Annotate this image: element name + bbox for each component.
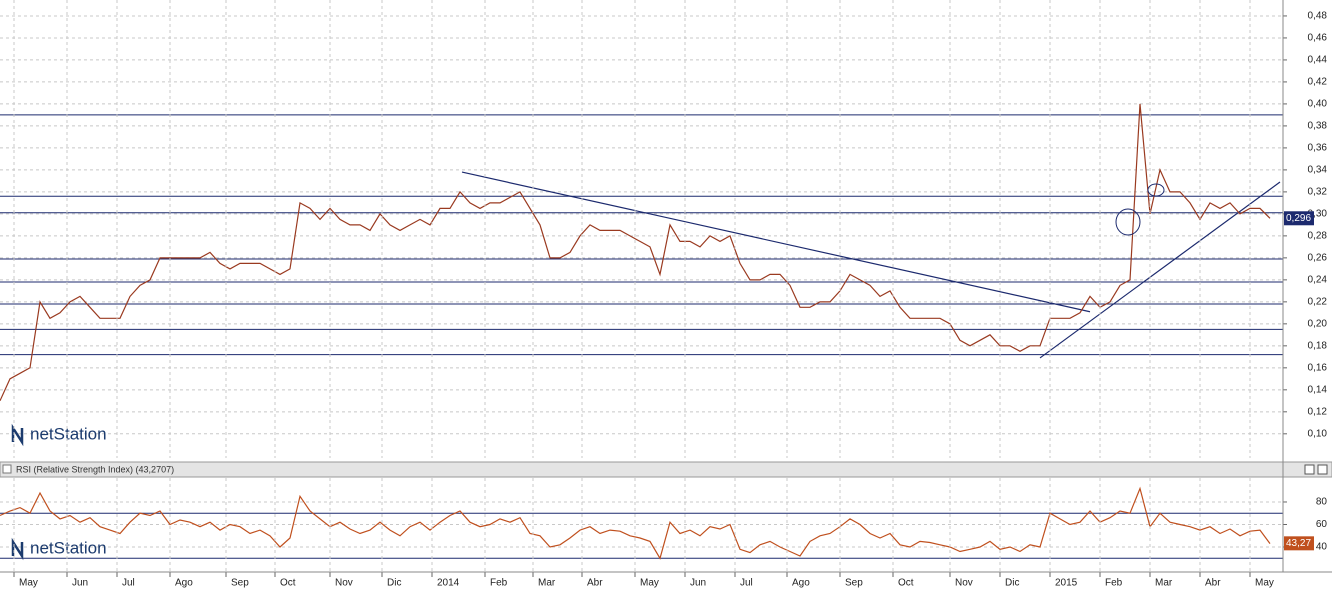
x-tick-label: Jul [740, 578, 753, 589]
x-tick-label: Sep [231, 578, 249, 589]
y-tick-label: 0,46 [1308, 33, 1328, 44]
trend-line [461, 171, 1091, 313]
y-tick-label: 0,42 [1308, 77, 1328, 88]
logo-icon [11, 537, 24, 561]
y-tick-label: 0,12 [1308, 406, 1328, 417]
y-tick-label: 0,14 [1308, 384, 1328, 395]
y-tick-label: 0,24 [1308, 274, 1328, 285]
y-tick-label: 40 [1316, 542, 1328, 553]
y-tick-label: 0,30 [1308, 209, 1328, 220]
close-button[interactable] [1317, 464, 1328, 475]
x-tick-label: Oct [280, 578, 296, 589]
watermark: netStation [30, 424, 107, 443]
x-tick-label: Mar [1155, 578, 1173, 589]
y-tick-label: 0,48 [1308, 11, 1328, 22]
rsi-header [0, 461, 1332, 478]
y-tick-label: 0,28 [1308, 231, 1328, 242]
series-line [0, 486, 1271, 560]
x-tick-label: 2015 [1055, 578, 1078, 589]
last-value-label: 43,27 [1286, 538, 1311, 549]
y-tick-label: 0,44 [1308, 55, 1328, 66]
last-value-box [1284, 536, 1314, 551]
last-value-label: 0,296 [1286, 213, 1311, 224]
maximize-button[interactable] [1304, 464, 1315, 475]
x-tick-label: Oct [898, 578, 914, 589]
x-tick-label: Feb [490, 578, 508, 589]
rsi-title: RSI (Relative Strength Index) (43,2707) [16, 464, 174, 474]
y-tick-label: 0,32 [1308, 187, 1328, 198]
x-tick-label: Abr [587, 578, 603, 589]
y-tick-label: 80 [1316, 497, 1328, 508]
y-tick-label: 0,36 [1308, 143, 1328, 154]
x-tick-label: Feb [1105, 578, 1123, 589]
x-tick-label: Jun [690, 578, 706, 589]
y-tick-label: 0,22 [1308, 296, 1328, 307]
trend-line [1039, 181, 1281, 359]
y-tick-label: 0,34 [1308, 165, 1328, 176]
drawn-ellipse [1147, 183, 1165, 197]
x-tick-label: May [19, 578, 38, 589]
logo-icon [11, 423, 24, 447]
x-tick-label: 2014 [437, 578, 460, 589]
y-tick-label: 0,18 [1308, 340, 1328, 351]
x-tick-label: Mar [538, 578, 556, 589]
icon[interactable] [2, 464, 12, 474]
price-panel: 0,10 0,12 0,14 0,16 0,18 0,20 0,22 0,24 0,26 0,28… [0, 11, 1328, 447]
x-tick-label: Abr [1205, 578, 1221, 589]
y-tick-label: 0,26 [1308, 253, 1328, 264]
series-line [0, 103, 1271, 402]
last-value-box [1284, 211, 1314, 226]
x-tick-label: May [1255, 578, 1274, 589]
y-tick-label: 0,20 [1308, 318, 1328, 329]
x-tick-label: Jul [122, 578, 135, 589]
x-tick-label: Nov [955, 578, 973, 589]
x-tick-label: Nov [335, 578, 353, 589]
x-tick-label: Ago [792, 578, 810, 589]
watermark: netStation [30, 538, 107, 557]
y-tick-label: 0,10 [1308, 428, 1328, 439]
rsi-panel: 40 60 80 netStation 43,27 [0, 486, 1328, 561]
x-tick-label: Sep [845, 578, 863, 589]
x-tick-label: Dic [387, 578, 401, 589]
y-tick-label: 60 [1316, 519, 1328, 530]
y-tick-label: 0,40 [1308, 99, 1328, 110]
drawn-ellipse [1115, 208, 1141, 236]
x-tick-label: Dic [1005, 578, 1019, 589]
x-tick-label: Ago [175, 578, 193, 589]
y-tick-label: 0,38 [1308, 121, 1328, 132]
x-tick-label: May [640, 578, 659, 589]
x-axis: May Jun Jul Ago Sep Oct Nov Dic 2014 Feb Mar Abr May… [13, 0, 1274, 589]
x-tick-label: Jun [72, 578, 88, 589]
y-tick-label: 0,16 [1308, 362, 1328, 373]
